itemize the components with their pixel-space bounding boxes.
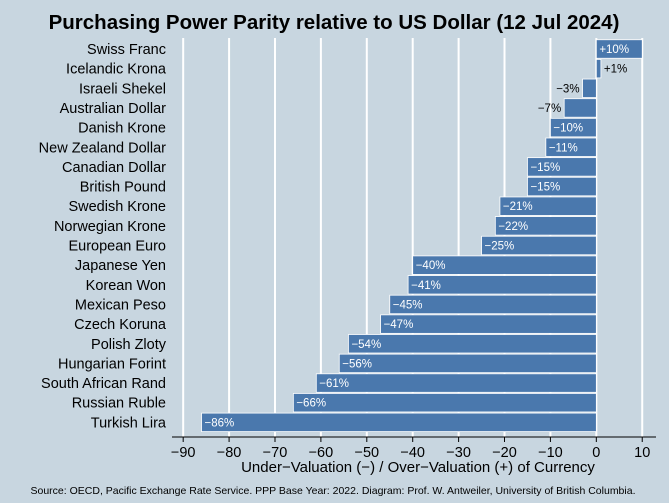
category-label: Canadian Dollar bbox=[62, 160, 166, 176]
bar bbox=[595, 59, 602, 79]
category-label: Korean Won bbox=[86, 278, 166, 294]
category-label: Mexican Peso bbox=[75, 297, 166, 313]
data-label: −10% bbox=[553, 123, 583, 135]
bar bbox=[389, 294, 597, 315]
x-axis-label: Under−Valuation (−) / Over−Valuation (+)… bbox=[241, 459, 595, 476]
category-label: Turkish Lira bbox=[91, 415, 167, 431]
data-label: −61% bbox=[319, 378, 349, 390]
x-tick-label: 10 bbox=[634, 445, 650, 461]
category-label: Norwegian Krone bbox=[54, 219, 166, 235]
bar bbox=[338, 353, 597, 374]
bar bbox=[315, 373, 597, 393]
x-tick-label: −20 bbox=[492, 445, 517, 461]
ticks-layer: −90 −80 −70 −60 −50 −40 −30 −20 −10 0 10 bbox=[171, 437, 650, 461]
data-label: −45% bbox=[393, 299, 423, 311]
category-label: British Pound bbox=[80, 180, 166, 196]
bar bbox=[380, 314, 597, 334]
category-label: Hungarian Forint bbox=[58, 356, 166, 372]
x-tick-label: −90 bbox=[171, 445, 196, 461]
source-note: Source: OECD, Pacific Exchange Rate Serv… bbox=[31, 485, 636, 497]
data-label: −15% bbox=[530, 182, 560, 194]
category-label: Polish Zloty bbox=[91, 337, 167, 353]
category-label: European Euro bbox=[68, 239, 166, 255]
category-label: New Zealand Dollar bbox=[39, 140, 167, 156]
category-label: Japanese Yen bbox=[75, 258, 166, 274]
bar bbox=[582, 78, 597, 98]
category-label: Swedish Krone bbox=[68, 199, 166, 215]
bar bbox=[201, 412, 597, 433]
category-label: Australian Dollar bbox=[60, 101, 167, 117]
bar bbox=[292, 393, 597, 413]
data-label: −86% bbox=[205, 417, 235, 429]
bar bbox=[499, 196, 597, 216]
data-label: −7% bbox=[538, 103, 561, 115]
data-label: −47% bbox=[384, 319, 414, 331]
bar bbox=[595, 39, 643, 59]
data-label: −15% bbox=[530, 162, 560, 174]
bar bbox=[348, 334, 597, 354]
x-tick-label: −30 bbox=[446, 445, 471, 461]
x-tick-label: −50 bbox=[354, 445, 379, 461]
labels-layer: +10% +1% −3% −7% −10% −11% −15% −15% −21% −22% −25… bbox=[205, 44, 630, 429]
bar bbox=[545, 137, 597, 157]
bar bbox=[527, 176, 597, 197]
category-label: Czech Koruna bbox=[74, 317, 167, 333]
data-label: −41% bbox=[411, 280, 441, 292]
data-label: −54% bbox=[351, 339, 381, 351]
bars-layer bbox=[201, 39, 643, 433]
category-label: Russian Ruble bbox=[72, 396, 166, 412]
category-labels: Swiss Franc Icelandic Krona Israeli Shekel… bbox=[39, 42, 167, 431]
chart-title: Purchasing Power Parity relative to US D… bbox=[49, 11, 620, 34]
bar bbox=[527, 157, 597, 177]
category-label: Danish Krone bbox=[78, 121, 166, 137]
category-label: Swiss Franc bbox=[87, 42, 166, 58]
category-label: Israeli Shekel bbox=[79, 81, 166, 97]
data-label: −22% bbox=[498, 221, 528, 233]
data-label: −11% bbox=[549, 142, 578, 154]
x-tick-label: −80 bbox=[217, 445, 242, 461]
x-tick-label: −60 bbox=[309, 445, 334, 461]
data-label: −40% bbox=[416, 260, 446, 272]
x-tick-label: −10 bbox=[538, 445, 563, 461]
data-label: −21% bbox=[503, 201, 533, 213]
category-label: Icelandic Krona bbox=[66, 62, 167, 78]
bar bbox=[407, 275, 597, 295]
bar bbox=[412, 255, 597, 275]
x-tick-label: 0 bbox=[592, 445, 600, 461]
x-tick-label: −70 bbox=[263, 445, 288, 461]
data-label: +1% bbox=[604, 64, 627, 76]
bar bbox=[563, 98, 597, 118]
category-label: South African Rand bbox=[41, 376, 166, 392]
bar bbox=[494, 216, 597, 236]
data-label: −25% bbox=[485, 241, 515, 253]
data-label: −3% bbox=[556, 83, 579, 95]
data-label: +10% bbox=[599, 44, 629, 56]
data-label: −66% bbox=[296, 398, 326, 410]
bar bbox=[550, 117, 597, 138]
bar bbox=[481, 235, 597, 256]
data-label: −56% bbox=[342, 358, 372, 370]
x-tick-label: −40 bbox=[400, 445, 425, 461]
